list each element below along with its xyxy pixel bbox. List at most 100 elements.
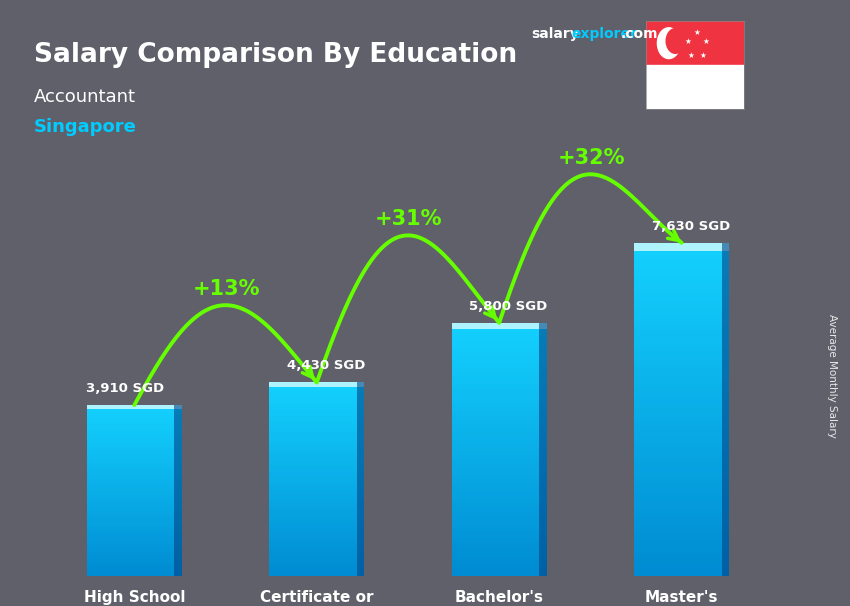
Bar [269, 566, 364, 568]
Bar [87, 456, 182, 458]
Bar [452, 513, 547, 516]
Bar [87, 554, 182, 556]
Bar [269, 503, 364, 505]
Bar [269, 544, 364, 547]
Bar [452, 342, 547, 345]
Bar [452, 484, 547, 487]
Bar [87, 510, 182, 511]
Bar [452, 355, 547, 358]
Bar [87, 507, 182, 510]
Bar [634, 542, 729, 547]
Bar [634, 405, 729, 409]
Bar [87, 571, 182, 573]
Bar [634, 322, 729, 326]
Bar [269, 395, 364, 397]
Text: 3,910 SGD: 3,910 SGD [86, 382, 164, 395]
Bar [87, 476, 182, 478]
Bar [452, 500, 547, 503]
Bar [634, 255, 729, 259]
Bar [634, 372, 729, 376]
Bar [452, 570, 547, 573]
Bar [269, 513, 364, 515]
Bar [452, 345, 547, 348]
Bar [269, 472, 364, 474]
Bar [452, 528, 547, 531]
Bar [634, 318, 729, 322]
Bar [634, 518, 729, 522]
Bar [87, 552, 182, 554]
Bar [269, 421, 364, 424]
Bar [452, 459, 547, 462]
Bar [634, 243, 729, 247]
Bar [634, 547, 729, 551]
Bar [87, 405, 182, 407]
Bar [634, 342, 729, 347]
Bar [452, 427, 547, 430]
Bar [634, 368, 729, 372]
Bar [87, 407, 182, 410]
Bar [452, 358, 547, 361]
Bar [269, 431, 364, 433]
Bar [87, 493, 182, 494]
Bar [269, 385, 364, 387]
Bar [634, 355, 729, 359]
Bar [452, 373, 547, 376]
Bar [87, 535, 182, 538]
Bar [452, 563, 547, 566]
Bar [87, 561, 182, 563]
Bar [269, 458, 364, 460]
Bar [87, 435, 182, 437]
Bar [87, 539, 182, 542]
Bar [269, 530, 364, 532]
Bar [452, 471, 547, 474]
Bar [269, 532, 364, 534]
Bar [269, 407, 364, 409]
Bar [87, 522, 182, 525]
Bar [452, 553, 547, 557]
Bar [452, 433, 547, 436]
Bar [87, 471, 182, 473]
Bar [634, 435, 729, 438]
Bar [452, 525, 547, 528]
Bar [87, 416, 182, 418]
Bar [452, 456, 547, 459]
Bar [634, 264, 729, 268]
Bar [269, 387, 364, 390]
Bar [87, 527, 182, 529]
Bar [269, 493, 364, 496]
Bar [452, 538, 547, 541]
Text: .com: .com [620, 27, 658, 41]
Bar [269, 537, 364, 539]
Bar [452, 560, 547, 563]
Bar [87, 422, 182, 424]
Bar [269, 539, 364, 542]
Bar [634, 563, 729, 567]
Bar [269, 561, 364, 564]
Bar [634, 347, 729, 351]
Bar [269, 549, 364, 551]
Bar [87, 521, 182, 522]
Bar [269, 436, 364, 438]
Bar [87, 514, 182, 516]
Bar [634, 284, 729, 288]
Bar [634, 339, 729, 342]
Bar [87, 516, 182, 518]
Bar [452, 487, 547, 490]
Bar [634, 505, 729, 509]
Bar [634, 330, 729, 335]
Bar [452, 474, 547, 478]
Bar [452, 367, 547, 370]
Bar [452, 519, 547, 522]
Bar [452, 338, 547, 342]
Text: ★: ★ [700, 51, 706, 60]
Bar [269, 573, 364, 576]
Bar [634, 522, 729, 526]
Bar [452, 509, 547, 513]
Bar [269, 479, 364, 482]
Text: ★: ★ [693, 28, 700, 37]
Text: +13%: +13% [192, 279, 260, 299]
Bar [452, 465, 547, 468]
Bar [452, 557, 547, 560]
Bar [452, 379, 547, 383]
Bar [634, 451, 729, 455]
